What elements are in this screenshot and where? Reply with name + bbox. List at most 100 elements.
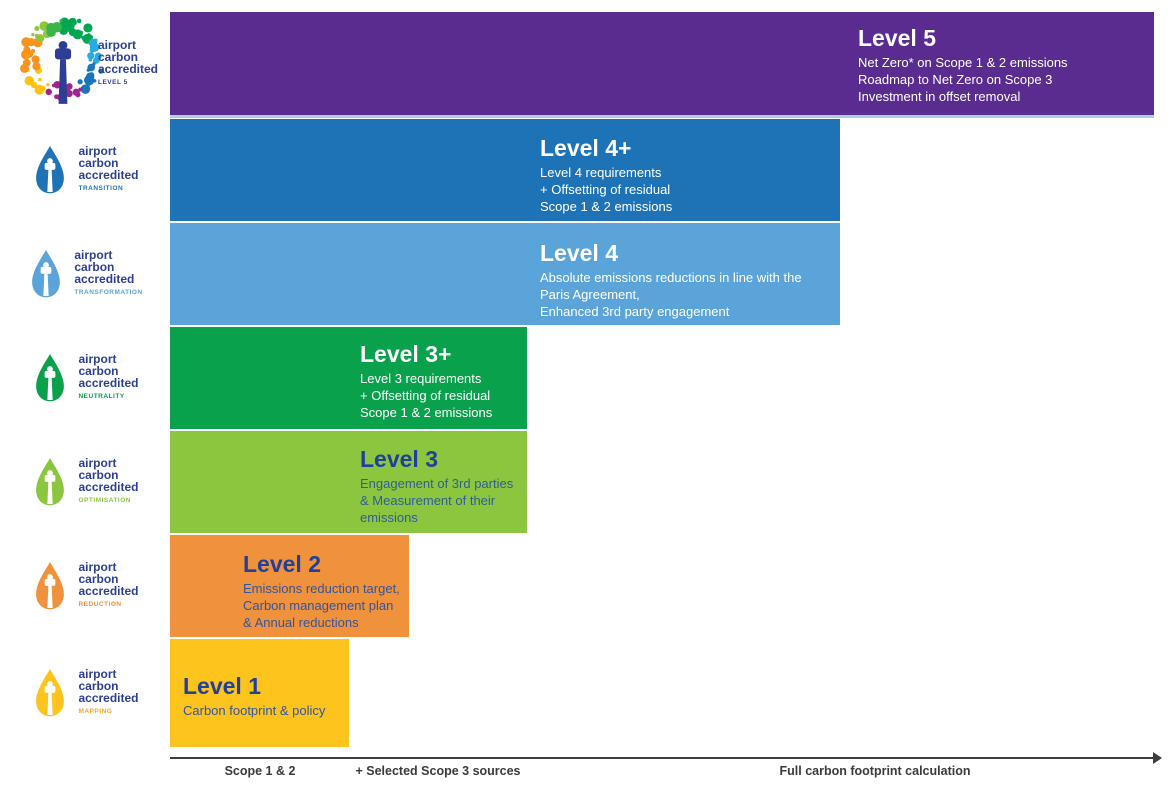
level-3plus-bar: Level 3+ Level 3 requirements + Offsetti… (170, 327, 527, 429)
wordmark-line: accredited (97, 61, 159, 76)
bar-line: & Annual reductions (243, 615, 359, 630)
levels-chart: Level 5 Net Zero* on Scope 1 & 2 emissio… (170, 0, 1172, 789)
wordmark-line: accredited (78, 376, 139, 390)
bar-line: Carbon management plan (243, 598, 394, 613)
bar-line: emissions (360, 510, 418, 525)
level-1-text: Level 1 Carbon footprint & policy (183, 673, 325, 719)
wordmark-line: carbon (78, 679, 119, 693)
level-2-bar: Level 2 Emissions reduction target, Carb… (170, 535, 409, 637)
aca-level-4plus-logo: airport carbon accredited TRANSITION (0, 119, 170, 221)
level-1-bar: Level 1 Carbon footprint & policy (170, 639, 349, 747)
aca-wordmark: airport carbon accredited TRANSFORMATION (74, 249, 142, 299)
level-title: Level 1 (183, 673, 261, 699)
wordmark-line: carbon (78, 156, 119, 170)
bar-line: Scope 1 & 2 emissions (540, 199, 673, 214)
aca-wordmark: airport carbon accredited MAPPING (78, 668, 138, 718)
aca-wordmark: airport carbon accredited REDUCTION (78, 561, 138, 611)
control-tower-icon (45, 157, 56, 192)
bar-line: Paris Agreement, (540, 287, 640, 302)
aca-wordmark: airport carbon accredited OPTIMISATION (78, 457, 138, 507)
axis-arrow-icon (1153, 752, 1162, 764)
wordmark-line: carbon (97, 49, 138, 64)
wordmark-line: accredited (78, 480, 139, 494)
level-3-text: Level 3 Engagement of 3rd parties & Meas… (360, 446, 513, 526)
aca-wordmark: airport carbon accredited NEUTRALITY (78, 353, 138, 403)
droplet-icon (32, 249, 61, 297)
bar-line: Engagement of 3rd parties (360, 476, 514, 491)
wordmark-line: airport (78, 560, 117, 574)
wordmark-line: airport (78, 352, 117, 366)
level-caption: NEUTRALITY (78, 393, 125, 400)
level-title: Level 3+ (360, 341, 452, 367)
control-tower-icon (45, 573, 56, 608)
bar-line: Level 3 requirements (360, 371, 482, 386)
aca-wordmark: airport carbon accredited LEVEL 5 (98, 39, 158, 89)
level-3-bar: Level 3 Engagement of 3rd parties & Meas… (170, 431, 527, 533)
droplet-icon (36, 145, 65, 193)
control-tower-icon (45, 680, 56, 715)
aca-level-4-logo: airport carbon accredited TRANSFORMATION (0, 223, 170, 325)
wordmark-line: carbon (78, 572, 119, 586)
bar-line: + Offsetting of residual (540, 182, 671, 197)
level-title: Level 5 (858, 25, 936, 51)
level-5-underline (170, 115, 1154, 118)
wordmark-line: airport (78, 456, 117, 470)
wordmark-line: accredited (78, 584, 139, 598)
level-title: Level 4 (540, 240, 618, 266)
scope-axis-line (170, 757, 1155, 759)
level-caption: TRANSITION (78, 185, 124, 192)
control-tower-icon (45, 365, 56, 400)
bar-line: Net Zero* on Scope 1 & 2 emissions (858, 55, 1068, 70)
wordmark-line: airport (74, 248, 113, 262)
level-3plus-text: Level 3+ Level 3 requirements + Offsetti… (360, 341, 492, 421)
level-5-text: Level 5 Net Zero* on Scope 1 & 2 emissio… (858, 25, 1068, 105)
axis-label-scope3: + Selected Scope 3 sources (355, 764, 521, 778)
control-tower-icon (40, 261, 52, 296)
level-title: Level 2 (243, 551, 321, 577)
axis-label-full-footprint: Full carbon footprint calculation (779, 764, 971, 778)
level-4-text: Level 4 Absolute emissions reductions in… (540, 240, 802, 320)
logo-column: airport carbon accredited LEVEL 5 airpor… (0, 0, 170, 789)
bar-line: Investment in offset removal (858, 89, 1021, 104)
wordmark-line: airport (78, 144, 117, 158)
level-caption: OPTIMISATION (78, 497, 131, 504)
bar-line: & Measurement of their (360, 493, 496, 508)
wordmark-line: carbon (78, 468, 119, 482)
level-4plus-bar: Level 4+ Level 4 requirements + Offsetti… (170, 119, 840, 221)
control-tower-icon (54, 40, 72, 104)
bar-line: Emissions reduction target, (243, 581, 400, 596)
level-4plus-text: Level 4+ Level 4 requirements + Offsetti… (540, 135, 672, 215)
wordmark-line: accredited (74, 272, 135, 286)
wordmark-line: accredited (78, 691, 139, 705)
aca-level-3-logo: airport carbon accredited OPTIMISATION (0, 431, 170, 533)
bar-line: Roadmap to Net Zero on Scope 3 (858, 72, 1053, 87)
level-5-bar: Level 5 Net Zero* on Scope 1 & 2 emissio… (170, 12, 1154, 115)
aca-level-3plus-logo: airport carbon accredited NEUTRALITY (0, 327, 170, 429)
droplet-icon (36, 353, 65, 401)
droplet-icon (36, 561, 65, 609)
axis-label-scope12: Scope 1 & 2 (224, 764, 296, 778)
level-title: Level 4+ (540, 135, 632, 161)
bar-line: Carbon footprint & policy (183, 703, 326, 718)
wordmark-line: carbon (74, 260, 115, 274)
bar-line: + Offsetting of residual (360, 388, 491, 403)
aca-level-2-logo: airport carbon accredited REDUCTION (0, 535, 170, 637)
wordmark-line: accredited (78, 168, 139, 182)
level-caption: MAPPING (78, 708, 113, 715)
droplet-icon (36, 668, 65, 716)
wordmark-line: airport (78, 667, 117, 681)
bar-line: Absolute emissions reductions in line wi… (540, 270, 802, 285)
aca-level-1-logo: airport carbon accredited MAPPING (0, 639, 170, 747)
aca-level-5-logo: airport carbon accredited LEVEL 5 (0, 12, 170, 115)
dots-wreath-icon (20, 17, 104, 104)
bar-line: Enhanced 3rd party engagement (540, 304, 730, 319)
wordmark-line: airport (97, 37, 136, 52)
control-tower-icon (45, 469, 56, 504)
wordmark-line: carbon (78, 364, 119, 378)
level-caption: REDUCTION (78, 601, 122, 608)
level-title: Level 3 (360, 446, 438, 472)
aca-wordmark: airport carbon accredited TRANSITION (78, 145, 138, 195)
level-caption: LEVEL 5 (97, 78, 128, 86)
level-caption: TRANSFORMATION (74, 289, 143, 296)
